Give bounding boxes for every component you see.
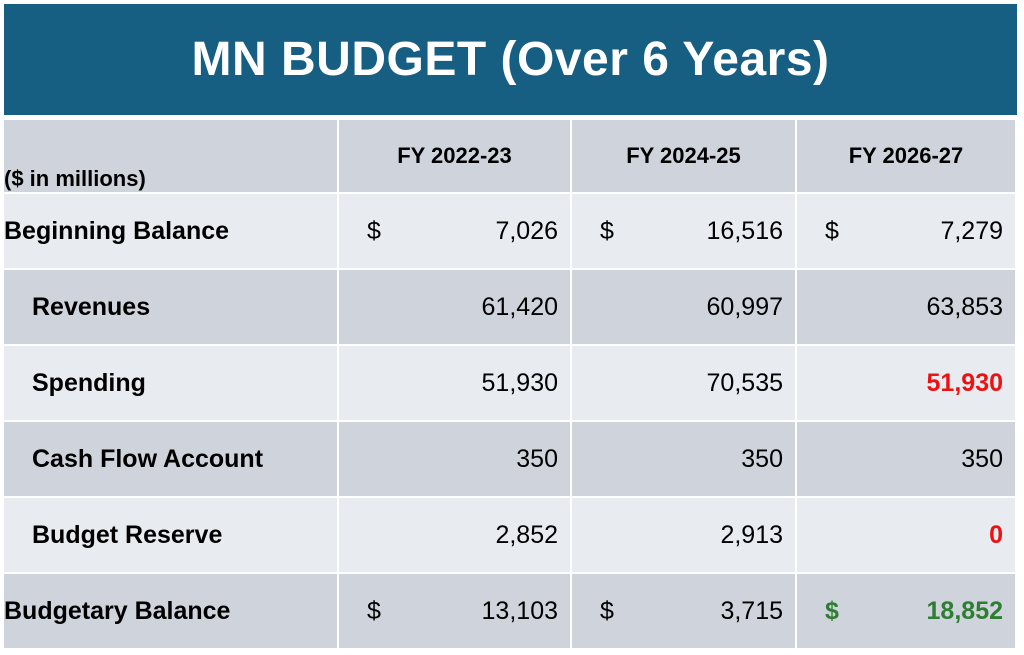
cell-value-highlight: 18,852 [926, 596, 1003, 625]
currency-symbol: $ [367, 596, 381, 625]
table-cell: $13,103 [339, 574, 572, 650]
table-row: Budget Reserve 2,852 2,913 0 [4, 498, 1017, 574]
column-header: FY 2026-27 [797, 120, 1017, 194]
page-title: MN BUDGET (Over 6 Years) [191, 33, 830, 86]
table-cell: $3,715 [572, 574, 797, 650]
row-label: Budget Reserve [4, 498, 339, 574]
row-label: Budgetary Balance [4, 574, 339, 650]
cell-value: 7,026 [495, 216, 558, 245]
table-row: Cash Flow Account 350 350 350 [4, 422, 1017, 498]
table-cell: 350 [572, 422, 797, 498]
cell-value: 60,997 [706, 292, 783, 321]
cell-value: 16,516 [706, 216, 783, 245]
cell-value: 13,103 [481, 596, 558, 625]
cell-value: 350 [741, 444, 783, 473]
table-cell: 2,852 [339, 498, 572, 574]
budget-table: ($ in millions) FY 2022-23 FY 2024-25 FY… [4, 120, 1017, 650]
table-row: Budgetary Balance $13,103 $3,715 $18,852 [4, 574, 1017, 650]
unit-note: ($ in millions) [4, 120, 339, 194]
table-cell: $7,279 [797, 194, 1017, 270]
currency-symbol: $ [600, 216, 614, 245]
currency-symbol: $ [600, 596, 614, 625]
table-cell: 70,535 [572, 346, 797, 422]
table-cell: 51,930 [797, 346, 1017, 422]
cell-value: 2,913 [720, 520, 783, 549]
cell-value: 7,279 [940, 216, 1003, 245]
table-cell: $18,852 [797, 574, 1017, 650]
table-header-row: ($ in millions) FY 2022-23 FY 2024-25 FY… [4, 120, 1017, 194]
row-label: Cash Flow Account [4, 422, 339, 498]
cell-value: 51,930 [481, 368, 558, 397]
table-row: Revenues 61,420 60,997 63,853 [4, 270, 1017, 346]
table-cell: 350 [797, 422, 1017, 498]
table-cell: 60,997 [572, 270, 797, 346]
table-cell: $16,516 [572, 194, 797, 270]
table-cell: 51,930 [339, 346, 572, 422]
cell-value: 70,535 [706, 368, 783, 397]
row-label: Beginning Balance [4, 194, 339, 270]
table-cell: 2,913 [572, 498, 797, 574]
cell-value: 63,853 [926, 292, 1003, 321]
cell-value: 61,420 [481, 292, 558, 321]
table-cell: 0 [797, 498, 1017, 574]
cell-value: 3,715 [720, 596, 783, 625]
table-cell: $7,026 [339, 194, 572, 270]
cell-value: 350 [961, 444, 1003, 473]
cell-value: 2,852 [495, 520, 558, 549]
table-cell: 63,853 [797, 270, 1017, 346]
table-row: Beginning Balance $7,026 $16,516 $7,279 [4, 194, 1017, 270]
currency-symbol: $ [825, 216, 839, 245]
cell-value-highlight: 0 [989, 520, 1003, 549]
column-header: FY 2024-25 [572, 120, 797, 194]
row-label: Revenues [4, 270, 339, 346]
cell-value-highlight: 51,930 [926, 368, 1003, 397]
currency-symbol: $ [825, 596, 839, 625]
column-header: FY 2022-23 [339, 120, 572, 194]
currency-symbol: $ [367, 216, 381, 245]
table-row: Spending 51,930 70,535 51,930 [4, 346, 1017, 422]
cell-value: 350 [516, 444, 558, 473]
table-cell: 61,420 [339, 270, 572, 346]
row-label: Spending [4, 346, 339, 422]
title-banner: MN BUDGET (Over 6 Years) [4, 4, 1017, 115]
table-cell: 350 [339, 422, 572, 498]
